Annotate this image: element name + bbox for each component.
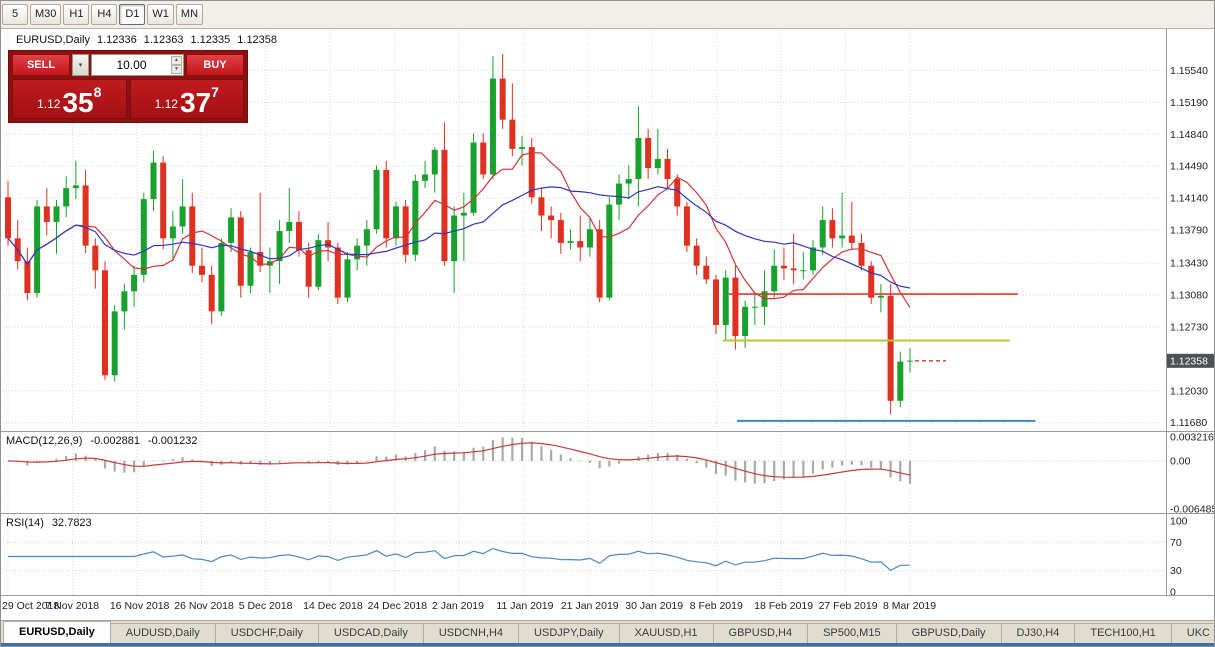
svg-text:1.11680: 1.11680 bbox=[1170, 417, 1207, 429]
svg-text:30: 30 bbox=[1170, 565, 1182, 577]
svg-text:1.15540: 1.15540 bbox=[1170, 65, 1208, 77]
svg-text:70: 70 bbox=[1170, 537, 1182, 549]
ask-price-pips: 37 bbox=[179, 86, 212, 118]
svg-text:5 Dec 2018: 5 Dec 2018 bbox=[239, 600, 293, 612]
current-price-tag bbox=[1167, 353, 1214, 368]
svg-text:2 Jan 2019: 2 Jan 2019 bbox=[432, 600, 484, 612]
horizontal-price-lines[interactable] bbox=[722, 293, 1036, 422]
svg-text:16 Nov 2018: 16 Nov 2018 bbox=[110, 600, 170, 612]
bid-price-pips: 35 bbox=[62, 86, 94, 118]
svg-text:26 Nov 2018: 26 Nov 2018 bbox=[174, 600, 234, 612]
chart-tab-sp500-m15[interactable]: SP500,M15 bbox=[807, 623, 897, 643]
ask-quote-button[interactable]: 1.12 37 7 bbox=[129, 79, 244, 119]
macd-main-value: -0.002881 bbox=[90, 435, 140, 447]
svg-text:0.003216: 0.003216 bbox=[1170, 432, 1214, 444]
volume-input[interactable] bbox=[92, 55, 183, 75]
macd-signal-line bbox=[7, 442, 911, 478]
svg-text:8 Feb 2019: 8 Feb 2019 bbox=[690, 600, 743, 612]
chart-tab-usdcnh-h4[interactable]: USDCNH,H4 bbox=[422, 623, 520, 643]
sell-button[interactable]: SELL bbox=[12, 54, 70, 76]
svg-text:27 Feb 2019: 27 Feb 2019 bbox=[819, 600, 878, 612]
chart-tab-xauusd-h1[interactable]: XAUUSD,H1 bbox=[618, 623, 714, 643]
ask-price-prefix: 1.12 bbox=[154, 97, 178, 111]
svg-text:11 Jan 2019: 11 Jan 2019 bbox=[496, 600, 553, 612]
ohlc-open: 1.12336 bbox=[96, 34, 137, 46]
svg-text:-0.006485: -0.006485 bbox=[1170, 504, 1215, 516]
svg-text:1.14840: 1.14840 bbox=[1170, 129, 1208, 141]
ohlc-close: 1.12358 bbox=[237, 34, 278, 46]
svg-text:1.12358: 1.12358 bbox=[1170, 355, 1208, 367]
chart-tab-tech100-h1[interactable]: TECH100,H1 bbox=[1074, 623, 1172, 643]
volume-stepper: ▲ ▼ bbox=[171, 56, 182, 74]
svg-text:1.13790: 1.13790 bbox=[1170, 225, 1208, 237]
svg-text:21 Jan 2019: 21 Jan 2019 bbox=[561, 600, 619, 612]
candles bbox=[5, 53, 913, 415]
chart-tab-usdchf-daily[interactable]: USDCHF,Daily bbox=[214, 623, 319, 643]
timeframe-button-mn[interactable]: MN bbox=[175, 3, 204, 25]
svg-text:14 Dec 2018: 14 Dec 2018 bbox=[303, 600, 363, 612]
one-click-trading-widget: SELL ▾ ▲ ▼ BUY 1.12 35 8 1.12 37 7 bbox=[8, 50, 248, 123]
svg-text:1.14140: 1.14140 bbox=[1170, 193, 1208, 205]
rsi-name-label: RSI(14) bbox=[6, 517, 44, 529]
fast-ma-line bbox=[7, 152, 911, 308]
bid-quote-button[interactable]: 1.12 35 8 bbox=[12, 79, 127, 119]
svg-text:30 Jan 2019: 30 Jan 2019 bbox=[625, 600, 683, 612]
macd-signal-value: -0.001232 bbox=[147, 435, 198, 447]
svg-text:0.00: 0.00 bbox=[1170, 455, 1191, 467]
rsi-line bbox=[8, 547, 911, 572]
ask-price-point: 7 bbox=[211, 84, 219, 100]
svg-text:7 Nov 2018: 7 Nov 2018 bbox=[45, 600, 99, 612]
svg-text:1.15190: 1.15190 bbox=[1170, 97, 1208, 109]
svg-text:29 Oct 2018: 29 Oct 2018 bbox=[2, 600, 59, 612]
volume-field-wrap: ▲ ▼ bbox=[91, 54, 184, 76]
grid-lines bbox=[0, 30, 1166, 595]
chart-tab-audusd-daily[interactable]: AUDUSD,Daily bbox=[109, 623, 216, 643]
bid-price-prefix: 1.12 bbox=[37, 97, 61, 111]
chart-tab-gbpusd-daily[interactable]: GBPUSD,Daily bbox=[895, 623, 1002, 643]
bid-price-point: 8 bbox=[93, 84, 102, 100]
svg-text:24 Dec 2018: 24 Dec 2018 bbox=[368, 600, 428, 612]
ohlc-high: 1.12363 bbox=[143, 34, 184, 46]
timeframe-toolbar: 5 M30 H1 H4 D1 W1 MN bbox=[0, 0, 1215, 29]
svg-text:1.14490: 1.14490 bbox=[1170, 161, 1208, 173]
chart-tab-eurusd-daily[interactable]: EURUSD,Daily bbox=[3, 621, 111, 643]
macd-name-label: MACD(12,26,9) bbox=[6, 435, 83, 447]
slow-ma-line bbox=[7, 186, 911, 289]
svg-text:1.13080: 1.13080 bbox=[1170, 289, 1208, 301]
svg-text:100: 100 bbox=[1170, 516, 1188, 528]
chart-symbol-label: EURUSD,Daily bbox=[16, 34, 90, 46]
chart-ohlc-header: EURUSD,Daily 1.12336 1.12363 1.12335 1.1… bbox=[16, 34, 277, 46]
chart-tab-usdcad-daily[interactable]: USDCAD,Daily bbox=[317, 623, 424, 643]
svg-text:1.12730: 1.12730 bbox=[1170, 321, 1208, 333]
timeframe-button-h4[interactable]: H4 bbox=[91, 3, 118, 25]
macd-header: MACD(12,26,9) -0.002881 -0.001232 bbox=[6, 435, 198, 447]
timeframe-button-m30[interactable]: M30 bbox=[30, 3, 62, 25]
rsi-header: RSI(14) 32.7823 bbox=[6, 517, 92, 529]
volume-dropdown-button[interactable]: ▾ bbox=[72, 54, 89, 76]
chart-tab-gbpusd-h4[interactable]: GBPUSD,H4 bbox=[712, 623, 809, 643]
svg-text:1.12030: 1.12030 bbox=[1170, 385, 1208, 397]
svg-text:18 Feb 2019: 18 Feb 2019 bbox=[754, 600, 813, 612]
chart-tabbar: EURUSD,Daily AUDUSD,Daily USDCHF,Daily USDC… bbox=[0, 620, 1215, 643]
chart-tab-dj30-h4[interactable]: DJ30,H4 bbox=[1000, 623, 1076, 643]
buy-button[interactable]: BUY bbox=[186, 54, 244, 76]
spinner-up-icon[interactable]: ▲ bbox=[171, 56, 182, 65]
svg-text:8 Mar 2019: 8 Mar 2019 bbox=[883, 600, 936, 612]
rsi-value: 32.7823 bbox=[51, 517, 92, 529]
svg-text:1.13430: 1.13430 bbox=[1170, 257, 1208, 269]
timeframe-button-w1[interactable]: W1 bbox=[147, 3, 174, 25]
timeframe-button-d1[interactable]: D1 bbox=[119, 3, 146, 25]
horizontal-scrollbar[interactable] bbox=[0, 643, 1215, 647]
chevron-down-icon: ▾ bbox=[78, 62, 83, 69]
chart-tab-ukc[interactable]: UKC bbox=[1170, 623, 1215, 643]
spinner-down-icon[interactable]: ▼ bbox=[171, 65, 182, 74]
chart-tab-usdjpy-daily[interactable]: USDJPY,Daily bbox=[518, 623, 620, 643]
timeframe-button-5[interactable]: 5 bbox=[2, 3, 28, 25]
svg-text:0: 0 bbox=[1170, 587, 1176, 599]
timeframe-button-h1[interactable]: H1 bbox=[63, 3, 90, 25]
ohlc-low: 1.12335 bbox=[190, 34, 231, 46]
